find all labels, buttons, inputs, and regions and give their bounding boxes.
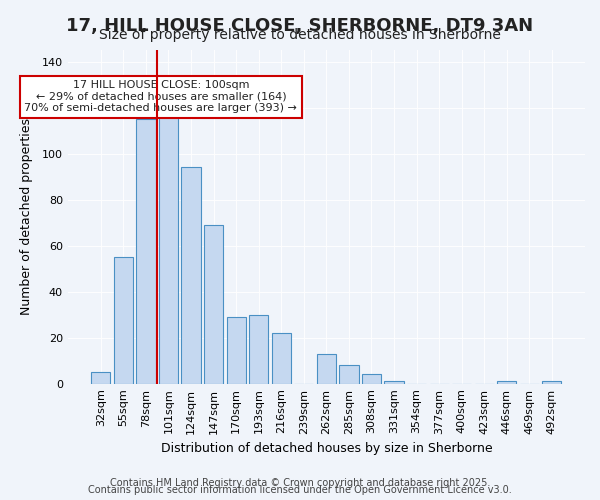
Bar bbox=[249, 314, 268, 384]
Bar bbox=[272, 333, 291, 384]
Text: 17, HILL HOUSE CLOSE, SHERBORNE, DT9 3AN: 17, HILL HOUSE CLOSE, SHERBORNE, DT9 3AN bbox=[67, 18, 533, 36]
Bar bbox=[362, 374, 381, 384]
Bar bbox=[181, 168, 200, 384]
Text: Size of property relative to detached houses in Sherborne: Size of property relative to detached ho… bbox=[99, 28, 501, 42]
Bar bbox=[159, 112, 178, 384]
Bar bbox=[542, 382, 562, 384]
Bar bbox=[136, 119, 155, 384]
Text: Contains HM Land Registry data © Crown copyright and database right 2025.: Contains HM Land Registry data © Crown c… bbox=[110, 478, 490, 488]
Bar bbox=[114, 257, 133, 384]
X-axis label: Distribution of detached houses by size in Sherborne: Distribution of detached houses by size … bbox=[161, 442, 492, 455]
Bar bbox=[91, 372, 110, 384]
Text: 17 HILL HOUSE CLOSE: 100sqm
← 29% of detached houses are smaller (164)
70% of se: 17 HILL HOUSE CLOSE: 100sqm ← 29% of det… bbox=[25, 80, 297, 113]
Y-axis label: Number of detached properties: Number of detached properties bbox=[20, 118, 34, 316]
Bar bbox=[317, 354, 336, 384]
Bar bbox=[497, 382, 517, 384]
Bar bbox=[385, 382, 404, 384]
Bar bbox=[227, 317, 246, 384]
Bar bbox=[340, 366, 359, 384]
Text: Contains public sector information licensed under the Open Government Licence v3: Contains public sector information licen… bbox=[88, 485, 512, 495]
Bar bbox=[204, 225, 223, 384]
